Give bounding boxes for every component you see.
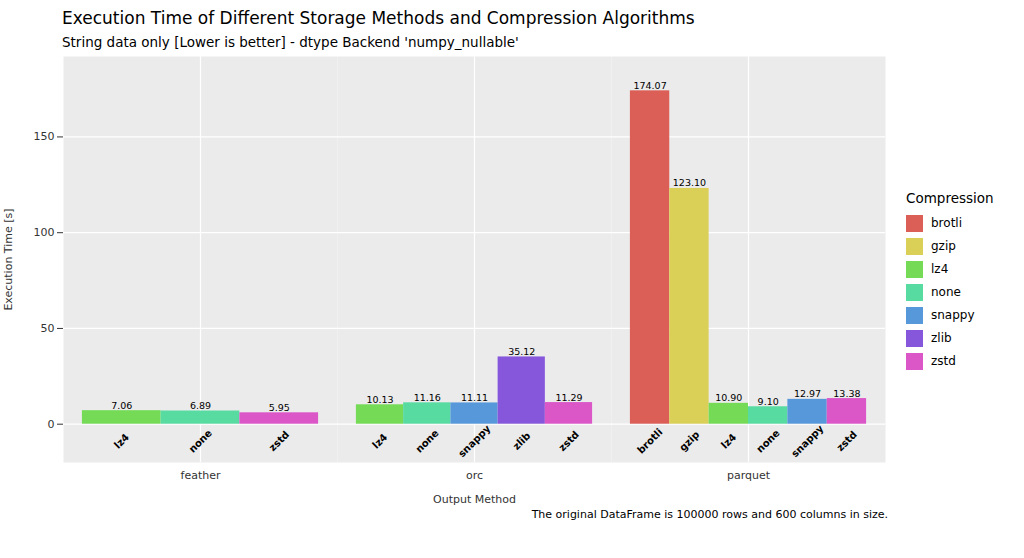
html-text:Execution Time of Different St: Execution Time of Different Storage Meth… (62, 8, 695, 28)
svg-text:11.11: 11.11 (461, 392, 488, 403)
svg-text:zlib: zlib (511, 430, 533, 452)
svg-text:10.13: 10.13 (366, 394, 393, 405)
svg-text:9.10: 9.10 (758, 396, 779, 407)
svg-text:snappy: snappy (456, 422, 493, 459)
svg-text:orc: orc (466, 469, 483, 482)
svg-text:100: 100 (34, 226, 55, 239)
svg-text:50: 50 (41, 322, 55, 335)
html-text:lz4: lz4 (931, 262, 949, 276)
svg-text:lz4: lz4 (112, 431, 131, 450)
svg-text:feather: feather (181, 469, 221, 482)
html-text:zstd: zstd (931, 354, 956, 368)
html-text:brotli: brotli (931, 216, 962, 230)
html-text:gzip: gzip (931, 239, 956, 253)
svg-text:5.95: 5.95 (269, 402, 290, 413)
html-text:Compression: Compression (906, 189, 994, 206)
svg-text:13.38: 13.38 (833, 388, 860, 399)
svg-text:11.16: 11.16 (414, 392, 441, 403)
svg-text:zstd: zstd (556, 429, 581, 454)
svg-text:Output Method: Output Method (433, 493, 516, 506)
svg-text:123.10: 123.10 (673, 177, 706, 188)
svg-text:11.29: 11.29 (555, 392, 582, 403)
svg-text:brotli: brotli (635, 426, 664, 455)
html-text:snappy: snappy (931, 308, 975, 322)
svg-text:Execution Time [s]: Execution Time [s] (2, 208, 15, 310)
svg-text:none: none (754, 427, 782, 455)
html-text:none: none (931, 285, 961, 299)
svg-text:parquet: parquet (727, 469, 771, 482)
svg-text:10.90: 10.90 (715, 392, 742, 403)
svg-text:zstd: zstd (834, 429, 859, 454)
svg-text:174.07: 174.07 (633, 80, 666, 91)
svg-text:lz4: lz4 (370, 431, 389, 450)
svg-text:gzip: gzip (677, 429, 701, 453)
svg-text:lz4: lz4 (719, 431, 738, 450)
svg-text:none: none (187, 427, 215, 455)
html-text:The original DataFrame is 1000: The original DataFrame is 100000 rows an… (531, 508, 888, 521)
html-text:zlib: zlib (931, 331, 952, 345)
svg-text:snappy: snappy (789, 422, 826, 459)
svg-text:zstd: zstd (267, 429, 292, 454)
html-text:String data only [Lower is bet: String data only [Lower is better] - dty… (62, 34, 519, 50)
svg-text:12.97: 12.97 (794, 388, 821, 399)
svg-text:150: 150 (34, 130, 55, 143)
svg-text:0: 0 (48, 418, 55, 431)
svg-text:none: none (413, 427, 441, 455)
svg-text:7.06: 7.06 (111, 400, 132, 411)
svg-text:35.12: 35.12 (508, 346, 535, 357)
svg-text:6.89: 6.89 (190, 400, 211, 411)
